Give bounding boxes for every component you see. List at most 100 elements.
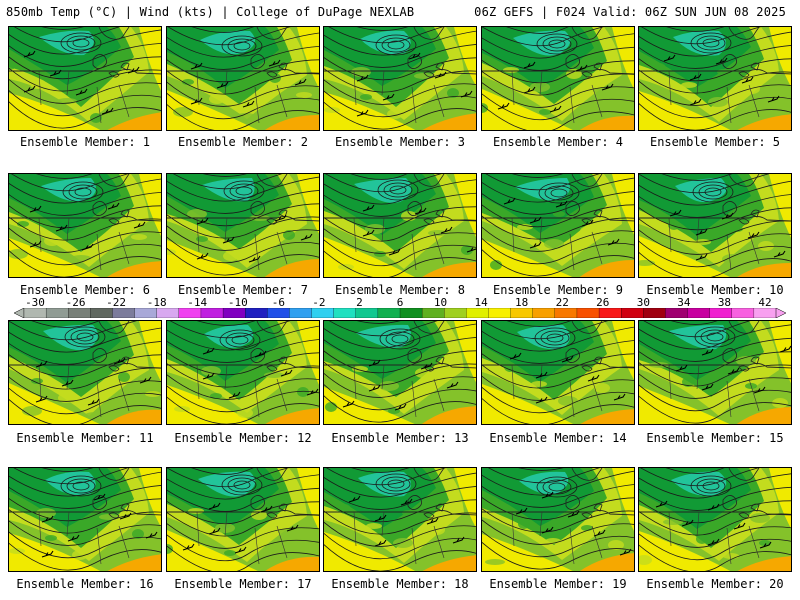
ensemble-member-map	[166, 320, 320, 425]
colorbar-tick-label: -10	[227, 296, 248, 309]
colorbar-tick-label: 30	[636, 296, 650, 309]
ensemble-member-label: Ensemble Member: 19	[489, 577, 627, 591]
ensemble-map-panel	[639, 174, 791, 277]
ensemble-member-label: Ensemble Member: 20	[646, 577, 784, 591]
ensemble-map-panel	[167, 468, 319, 571]
colorbar-swatch	[90, 308, 113, 318]
colorbar-tick-label: 42	[758, 296, 772, 309]
ensemble-member-label: Ensemble Member: 16	[16, 577, 154, 591]
ensemble-member-map	[323, 26, 477, 131]
colorbar-swatch	[45, 308, 69, 318]
ensemble-member-label: Ensemble Member: 13	[331, 431, 469, 445]
colorbar-swatch	[377, 308, 401, 318]
ensemble-member-label: Ensemble Member: 3	[334, 135, 466, 149]
colorbar-swatch	[355, 308, 379, 318]
colorbar-swatch	[333, 308, 357, 318]
ensemble-member-label: Ensemble Member: 15	[646, 431, 784, 445]
ensemble-member-label: Ensemble Member: 2	[177, 135, 309, 149]
colorbar-left-arrow	[14, 308, 25, 318]
colorbar-tick-label: 2	[356, 296, 363, 309]
colorbar-swatch	[665, 308, 688, 318]
colorbar-swatch	[488, 308, 512, 318]
colorbar-tick-label: 6	[396, 296, 404, 309]
ensemble-member-label: Ensemble Member: 18	[331, 577, 469, 591]
colorbar-swatch	[200, 308, 224, 318]
colorbar-tick-label: 22	[555, 296, 569, 309]
ensemble-map-panel	[9, 27, 161, 130]
ensemble-member-map	[323, 320, 477, 425]
ensemble-map-panel	[482, 174, 634, 277]
colorbar-swatch	[267, 308, 290, 318]
colorbar-swatch	[222, 308, 246, 318]
colorbar-swatch	[178, 308, 202, 318]
temperature-colorbar	[14, 308, 786, 318]
ensemble-map-panel	[482, 468, 634, 571]
ensemble-member-map	[481, 173, 635, 278]
ensemble-map-panel	[639, 321, 791, 424]
ensemble-map-panel	[639, 27, 791, 130]
colorbar-swatch	[444, 308, 467, 318]
ensemble-map-panel	[167, 174, 319, 277]
ensemble-member-map	[638, 173, 792, 278]
ensemble-member-label: Ensemble Member: 4	[492, 135, 624, 149]
colorbar-right-arrow	[775, 308, 786, 318]
colorbar-swatch	[510, 308, 534, 318]
ensemble-member-map	[323, 467, 477, 572]
ensemble-member-label: Ensemble Member: 9	[492, 283, 624, 297]
ensemble-map-panel	[324, 468, 476, 571]
ensemble-member-map	[481, 26, 635, 131]
ensemble-member-label: Ensemble Member: 6	[19, 283, 151, 297]
ensemble-member-map	[638, 26, 792, 131]
colorbar-swatch	[68, 308, 91, 318]
model-run-info: 06Z GEFS | F024 Valid: 06Z SUN JUN 08 20…	[474, 5, 786, 19]
ensemble-member-label: Ensemble Member: 10	[646, 283, 784, 297]
colorbar-swatch	[112, 308, 136, 318]
ensemble-map-panel	[167, 27, 319, 130]
ensemble-member-map	[8, 320, 162, 425]
colorbar-swatch	[731, 308, 755, 318]
colorbar-swatch	[643, 308, 666, 318]
ensemble-map-panel	[9, 174, 161, 277]
ensemble-member-label: Ensemble Member: 5	[649, 135, 781, 149]
ensemble-member-map	[8, 173, 162, 278]
colorbar-tick-label: -26	[65, 296, 86, 309]
colorbar-swatch	[134, 308, 158, 318]
colorbar-swatch	[709, 308, 733, 318]
colorbar-tick-label: -30	[25, 296, 45, 309]
ensemble-member-map	[8, 26, 162, 131]
colorbar-swatch	[466, 308, 489, 318]
colorbar-tick-label: -2	[312, 296, 326, 309]
colorbar-swatch	[576, 308, 600, 318]
ensemble-map-panel	[9, 468, 161, 571]
colorbar-swatch	[23, 308, 47, 318]
colorbar-tick-label: -22	[106, 296, 127, 309]
colorbar-swatch	[554, 308, 578, 318]
colorbar-swatch	[598, 308, 622, 318]
colorbar-swatch	[399, 308, 423, 318]
ensemble-member-label: Ensemble Member: 12	[174, 431, 312, 445]
ensemble-map-panel	[482, 321, 634, 424]
colorbar-tick-label: 26	[596, 296, 610, 309]
ensemble-map-panel	[639, 468, 791, 571]
ensemble-map-panel	[324, 174, 476, 277]
ensemble-member-label: Ensemble Member: 14	[489, 431, 627, 445]
ensemble-map-panel	[9, 321, 161, 424]
colorbar-swatch	[753, 308, 777, 318]
colorbar-swatch	[156, 308, 180, 318]
ensemble-member-map	[166, 26, 320, 131]
ensemble-member-map	[638, 467, 792, 572]
colorbar-swatch	[289, 308, 312, 318]
colorbar-tick-label: 38	[717, 296, 732, 309]
ensemble-member-map	[166, 173, 320, 278]
colorbar-swatch	[421, 308, 445, 318]
ensemble-member-map	[638, 320, 792, 425]
colorbar-swatch	[621, 308, 644, 318]
ensemble-member-map	[481, 467, 635, 572]
ensemble-member-map	[166, 467, 320, 572]
colorbar-swatch	[687, 308, 711, 318]
ensemble-member-map	[323, 173, 477, 278]
ensemble-member-label: Ensemble Member: 7	[177, 283, 309, 297]
colorbar-tick-label: -14	[187, 296, 208, 309]
ensemble-map-panel	[167, 321, 319, 424]
map-title: 850mb Temp (°C) | Wind (kts) | College o…	[6, 5, 415, 19]
